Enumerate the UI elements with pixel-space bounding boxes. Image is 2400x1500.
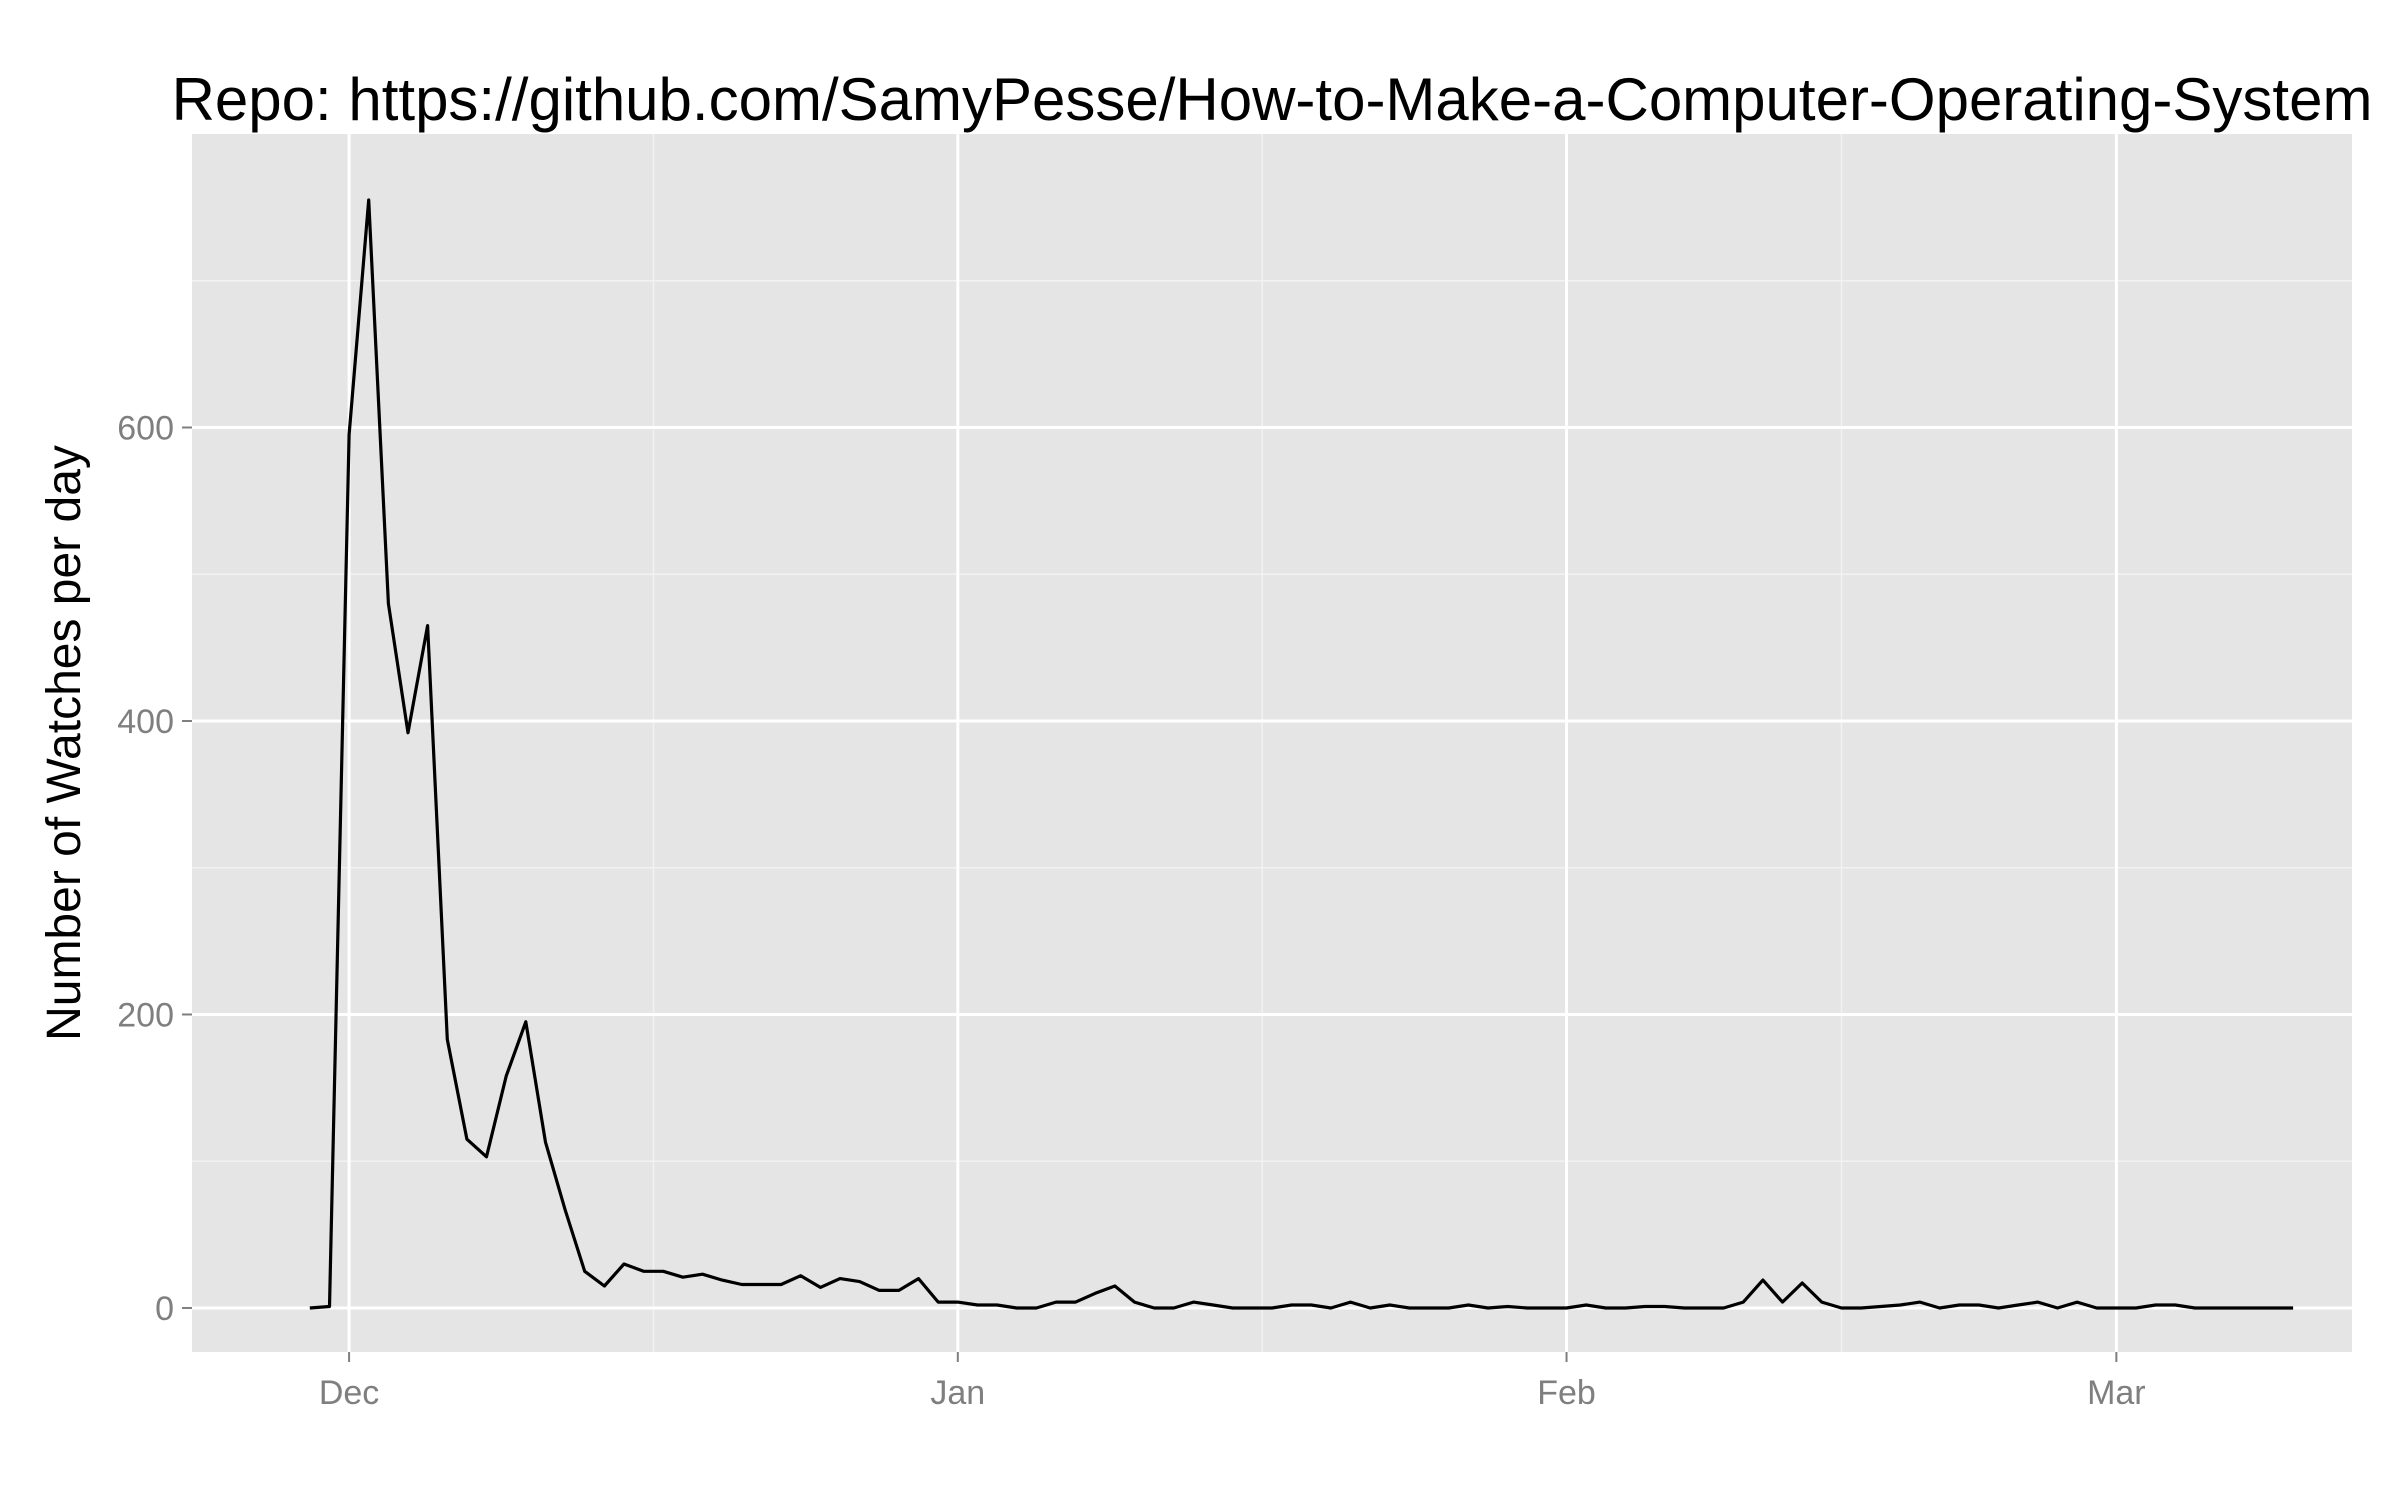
watches-line xyxy=(309,198,2294,1310)
chart-title: Repo: https://github.com/SamyPesse/How-t… xyxy=(172,66,2373,133)
y-tick-label: 600 xyxy=(117,409,174,447)
y-tick-label: 0 xyxy=(155,1290,174,1328)
x-tick-label: Feb xyxy=(1537,1374,1596,1412)
x-axis-ticks: Dec Jan Feb Mar xyxy=(319,1352,2146,1412)
x-tick-label: Mar xyxy=(2087,1374,2146,1412)
y-axis-label: Number of Watches per day xyxy=(38,445,91,1041)
y-tick-label: 200 xyxy=(117,996,174,1034)
y-tick-label: 400 xyxy=(117,703,174,741)
minor-gridlines xyxy=(192,134,2352,1352)
x-tick-label: Dec xyxy=(319,1374,379,1412)
plot-panel xyxy=(192,134,2352,1352)
major-gridlines xyxy=(192,134,2352,1352)
x-tick-label: Jan xyxy=(930,1374,985,1412)
y-axis-ticks: 0 200 400 600 xyxy=(117,409,192,1328)
